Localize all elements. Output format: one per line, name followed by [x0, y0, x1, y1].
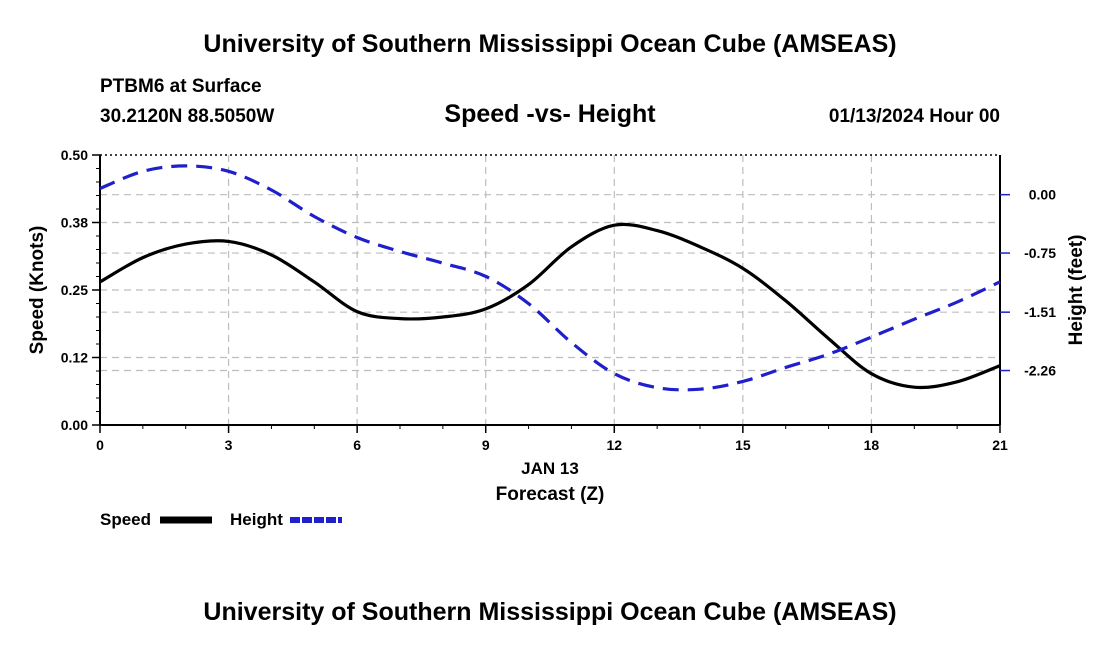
station-coordinates: 30.2120N 88.5050W [100, 106, 275, 127]
series-line-speed [99, 222, 1001, 390]
x-tick-label: 12 [606, 437, 622, 453]
x-axis-title: Forecast (Z) [496, 484, 605, 505]
x-tick-label: 18 [864, 437, 880, 453]
x-tick-label: 9 [482, 437, 490, 453]
y-left-tick-label: 0.25 [61, 282, 88, 298]
legend-label-speed: Speed [100, 510, 151, 529]
y-left-tick-label: 0.50 [61, 147, 88, 163]
x-tick-label: 21 [992, 437, 1008, 453]
y-left-tick-label: 0.12 [61, 350, 88, 366]
x-tick-label: 3 [225, 437, 233, 453]
chart-subtitle: Speed -vs- Height [444, 100, 656, 128]
y-right-tick-label: -0.75 [1024, 245, 1056, 261]
y-right-tick-label: 0.00 [1029, 187, 1056, 203]
y-left-tick-label: 0.38 [61, 215, 88, 231]
legend-label-height: Height [230, 510, 283, 529]
station-label: PTBM6 at Surface [100, 76, 262, 97]
x-tick-label: 15 [735, 437, 751, 453]
x-tick-label: 6 [353, 437, 361, 453]
y-right-tick-label: -2.26 [1024, 363, 1056, 379]
forecast-datetime: 01/13/2024 Hour 00 [828, 106, 1000, 127]
y-left-axis-title: Speed (Knots) [27, 226, 48, 355]
x-axis-date-label: JAN 13 [521, 459, 579, 478]
y-left-tick-label: 0.00 [61, 417, 88, 433]
footer-title: University of Southern Mississippi Ocean… [203, 598, 897, 626]
x-tick-label: 0 [96, 437, 104, 453]
page-title: University of Southern Mississippi Ocean… [203, 30, 897, 58]
y-right-tick-label: -1.51 [1024, 304, 1056, 320]
series-line-height [99, 164, 1001, 392]
y-right-axis-title: Height (feet) [1066, 235, 1087, 346]
